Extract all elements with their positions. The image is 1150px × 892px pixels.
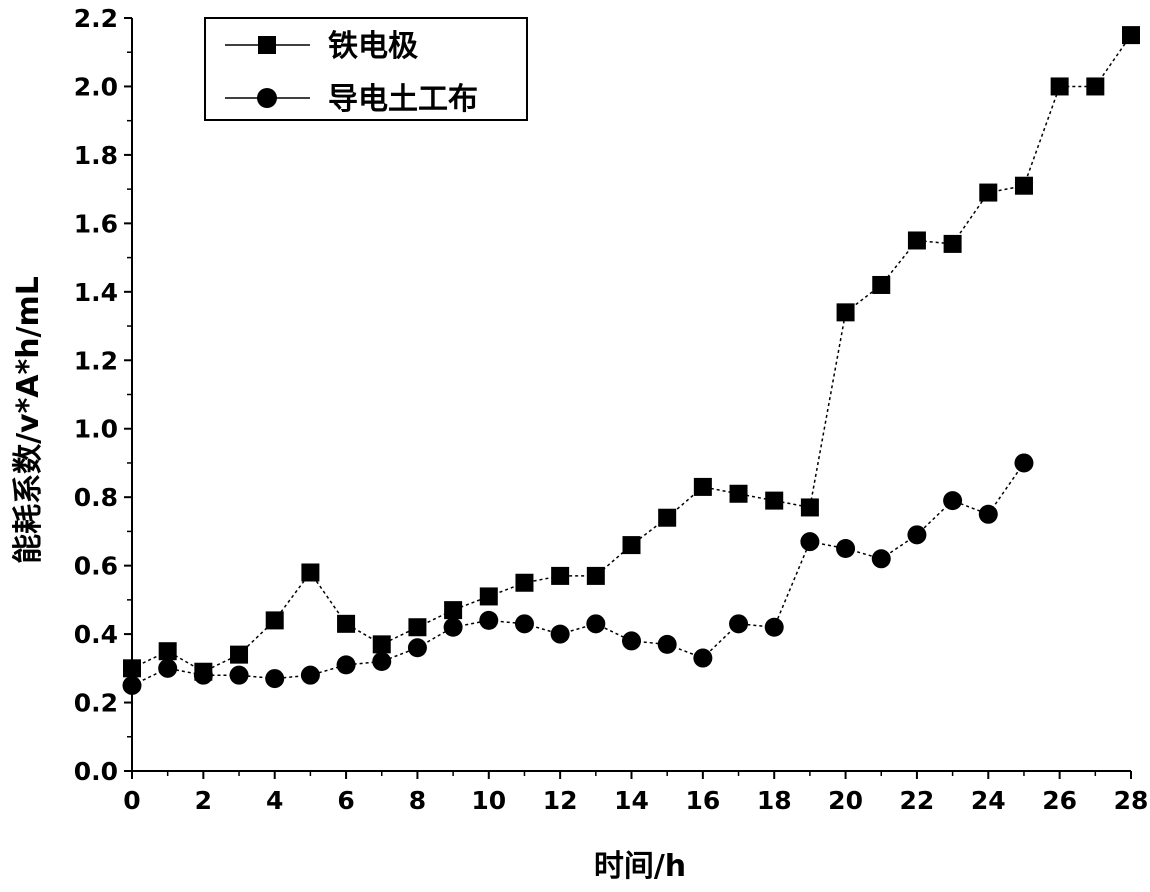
data-point-square bbox=[337, 614, 356, 633]
y-axis: 0.0 0.2 0.4 0.6 0.8 1.0 1.2 1.4 1.6 1.8 2.0 2.2 bbox=[74, 4, 132, 786]
data-point-square bbox=[265, 611, 284, 630]
legend-marker-square bbox=[258, 36, 276, 54]
data-point-square bbox=[658, 508, 677, 527]
data-point-square bbox=[301, 563, 320, 582]
data-point-circle bbox=[514, 614, 534, 634]
y-tick-label: 1.2 bbox=[74, 346, 118, 375]
data-point-square bbox=[479, 587, 498, 606]
x-tick-label: 12 bbox=[543, 786, 578, 815]
legend-label-series-1: 铁电极 bbox=[328, 29, 418, 64]
legend-box bbox=[204, 17, 528, 121]
y-tick-label: 1.6 bbox=[74, 209, 118, 238]
data-point-circle bbox=[907, 525, 927, 545]
series-line-1 bbox=[131, 34, 1132, 673]
data-point-circle bbox=[443, 617, 463, 637]
x-tick-label: 8 bbox=[409, 786, 426, 815]
x-tick-label: 14 bbox=[614, 786, 649, 815]
data-point-square bbox=[444, 601, 463, 620]
y-tick-label: 0.8 bbox=[74, 483, 118, 512]
x-tick-label: 18 bbox=[757, 786, 792, 815]
data-point-square bbox=[907, 231, 926, 250]
data-point-circle bbox=[479, 610, 499, 630]
x-tick-label: 4 bbox=[266, 786, 283, 815]
data-point-circle bbox=[1014, 453, 1034, 473]
data-point-square bbox=[1122, 26, 1140, 45]
x-tick-label: 6 bbox=[337, 786, 354, 815]
data-point-square bbox=[158, 642, 177, 661]
x-tick-label: 24 bbox=[971, 786, 1006, 815]
data-point-circle bbox=[800, 532, 820, 552]
data-point-circle bbox=[729, 614, 749, 634]
series-layer bbox=[122, 26, 1140, 695]
data-point-circle bbox=[336, 655, 356, 675]
data-point-square bbox=[943, 234, 962, 253]
data-point-circle bbox=[978, 504, 998, 524]
data-point-square bbox=[408, 618, 427, 637]
data-point-circle bbox=[764, 617, 784, 637]
data-point-circle bbox=[943, 491, 963, 511]
y-tick-label: 0.0 bbox=[74, 757, 118, 786]
data-point-square bbox=[836, 303, 855, 322]
x-axis: 0 2 4 6 8 10 12 14 16 18 20 22 24 26 28 bbox=[123, 771, 1148, 815]
data-point-square bbox=[693, 477, 712, 496]
data-point-circle bbox=[407, 638, 427, 658]
x-tick-label: 22 bbox=[900, 786, 935, 815]
y-tick-label: 1.8 bbox=[74, 141, 118, 170]
y-tick-label: 0.4 bbox=[74, 620, 118, 649]
series-line-2 bbox=[131, 462, 1025, 687]
data-point-square bbox=[586, 566, 605, 585]
data-point-square bbox=[372, 635, 391, 654]
x-tick-label: 0 bbox=[123, 786, 140, 815]
data-point-square bbox=[729, 484, 748, 503]
data-point-circle bbox=[550, 624, 570, 644]
data-point-circle bbox=[193, 665, 213, 685]
data-point-circle bbox=[871, 549, 891, 569]
x-tick-label: 26 bbox=[1042, 786, 1077, 815]
data-point-square bbox=[765, 491, 784, 510]
data-point-square bbox=[1050, 77, 1069, 96]
y-tick-label: 1.4 bbox=[74, 278, 118, 307]
data-point-circle bbox=[586, 614, 606, 634]
data-point-square bbox=[872, 275, 891, 294]
plot-frame bbox=[131, 18, 1131, 772]
data-point-circle bbox=[122, 675, 142, 695]
y-tick-label: 0.6 bbox=[74, 552, 118, 581]
data-point-square bbox=[515, 573, 534, 592]
y-tick-label: 2.2 bbox=[74, 4, 118, 33]
y-tick-label: 2.0 bbox=[74, 72, 118, 101]
x-tick-label: 28 bbox=[1114, 786, 1149, 815]
data-point-circle bbox=[657, 634, 677, 654]
data-point-square bbox=[800, 498, 819, 517]
data-point-square bbox=[1014, 176, 1033, 195]
data-point-square bbox=[551, 566, 570, 585]
data-point-square bbox=[979, 183, 998, 202]
legend-marker-circle bbox=[257, 88, 277, 108]
legend-label-series-2: 导电土工布 bbox=[328, 82, 478, 117]
x-tick-label: 2 bbox=[195, 786, 212, 815]
data-point-square bbox=[123, 659, 141, 678]
x-axis-title: 时间/h bbox=[594, 849, 686, 884]
x-tick-label: 20 bbox=[828, 786, 863, 815]
data-point-circle bbox=[693, 648, 713, 668]
legend: 铁电极 导电土工布 bbox=[204, 17, 528, 121]
x-tick-label: 16 bbox=[685, 786, 720, 815]
y-axis-title: 能耗系数/v*A*h/mL bbox=[11, 276, 46, 564]
x-tick-label: 10 bbox=[471, 786, 506, 815]
data-point-circle bbox=[158, 658, 178, 678]
data-point-circle bbox=[265, 669, 285, 689]
data-point-square bbox=[1086, 77, 1105, 96]
data-point-circle bbox=[229, 665, 249, 685]
data-point-square bbox=[230, 645, 249, 664]
data-point-circle bbox=[372, 651, 392, 671]
data-point-circle bbox=[622, 631, 641, 651]
y-tick-label: 0.2 bbox=[74, 689, 118, 718]
data-point-square bbox=[622, 536, 641, 555]
data-point-circle bbox=[836, 539, 856, 559]
y-tick-label: 1.0 bbox=[74, 415, 118, 444]
data-point-circle bbox=[300, 665, 320, 685]
